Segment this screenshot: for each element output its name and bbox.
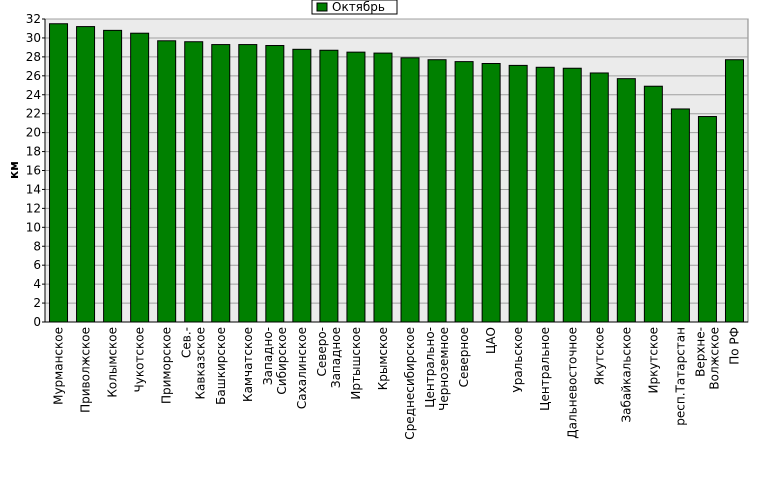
- x-tick-label: Уральское: [511, 327, 525, 393]
- x-tick-label: Приволжское: [79, 327, 93, 413]
- bar: [589, 72, 609, 323]
- y-axis-label: км: [7, 161, 21, 179]
- x-tick-label: Центрально-Черноземное: [423, 327, 451, 411]
- bar: [427, 59, 447, 323]
- x-tick-label: Сахалинское: [295, 327, 309, 409]
- bar: [454, 61, 474, 323]
- x-tick-label: Башкирское: [214, 327, 228, 405]
- x-tick-label: Забайкальское: [619, 327, 633, 423]
- x-tick-label: Центральное: [538, 327, 552, 411]
- x-tick-label: Камчатское: [241, 327, 255, 402]
- bar: [49, 23, 69, 323]
- x-tick-label: Иркутское: [646, 327, 660, 394]
- bar: [184, 41, 204, 323]
- bar: [76, 26, 96, 323]
- y-tick-label: 18: [26, 145, 41, 159]
- bar: [346, 51, 366, 323]
- bar: [238, 44, 258, 323]
- bar: [130, 32, 150, 323]
- y-tick-label: 24: [26, 88, 41, 102]
- bar: [643, 85, 663, 323]
- bar: [292, 48, 312, 323]
- bar: [211, 44, 231, 323]
- bar: [535, 66, 555, 323]
- y-tick-label: 10: [26, 220, 41, 234]
- y-tick-label: 30: [26, 31, 41, 45]
- x-tick-label: Мурманское: [52, 327, 66, 405]
- legend-label: Октябрь: [332, 0, 385, 14]
- bar: [508, 64, 528, 323]
- y-tick-label: 0: [33, 315, 41, 329]
- bar: [562, 67, 582, 323]
- bar: [616, 78, 636, 323]
- x-tick-label: Сев.-Кавказское: [180, 327, 208, 400]
- x-tick-label: Дальневосточное: [565, 327, 579, 439]
- x-tick-label: респ.Татарстан: [673, 327, 687, 426]
- y-tick-label: 32: [26, 12, 41, 26]
- bar: [481, 63, 501, 323]
- x-tick-label: Якутское: [592, 327, 606, 385]
- y-tick-label: 4: [33, 277, 41, 291]
- y-tick-label: 20: [26, 126, 41, 140]
- bar: [373, 52, 393, 323]
- x-tick-label: Иртышское: [349, 327, 363, 400]
- x-tick-label: Приморское: [160, 327, 174, 404]
- x-tick-label: Крымское: [376, 327, 390, 390]
- bar: [265, 45, 285, 323]
- legend-swatch: [316, 2, 328, 12]
- x-tick-label: Северное: [457, 327, 471, 387]
- y-tick-label: 28: [26, 50, 41, 64]
- y-tick-label: 2: [33, 296, 41, 310]
- x-tick-label: Западно-Сибирское: [261, 327, 289, 395]
- legend: [311, 0, 398, 15]
- y-tick-label: 26: [26, 69, 41, 83]
- x-tick-label: Верхне-Волжское: [693, 327, 721, 390]
- bar: [157, 40, 177, 323]
- bar: [724, 59, 744, 323]
- x-tick-label: Чукотское: [133, 327, 147, 392]
- x-tick-label: ЦАО: [484, 327, 498, 354]
- x-tick-label: Среднесибирское: [403, 327, 417, 440]
- y-tick-label: 12: [26, 201, 41, 215]
- y-tick-label: 8: [33, 239, 41, 253]
- bar: [400, 57, 420, 323]
- y-tick-label: 16: [26, 164, 41, 178]
- x-tick-label: Северо-Западное: [315, 327, 343, 388]
- bar: [697, 116, 717, 323]
- bar: [103, 29, 123, 323]
- y-tick-label: 14: [26, 182, 41, 196]
- y-tick-label: 22: [26, 107, 41, 121]
- x-tick-label: По РФ: [727, 327, 741, 365]
- bar: [670, 108, 690, 323]
- y-tick-label: 6: [33, 258, 41, 272]
- bar: [319, 49, 339, 323]
- x-tick-label: Колымское: [106, 327, 120, 398]
